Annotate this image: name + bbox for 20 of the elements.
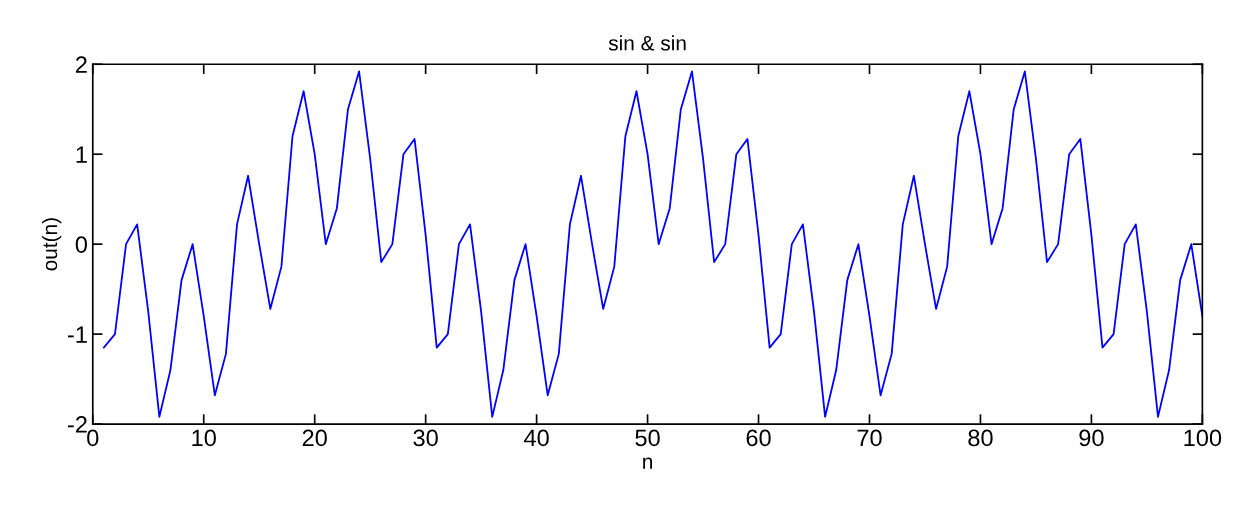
y-axis-title: out(n) [41,218,62,271]
y-tick-label: 1 [76,146,87,163]
x-tick-label: 70 [857,429,882,447]
x-tick-label: 0 [87,429,99,447]
y-tick-label: 0 [75,236,87,253]
x-tick-label: 10 [192,429,216,447]
y-tick-label: -2 [67,416,87,433]
line-series [102,70,1203,418]
x-axis-title: n [643,457,653,469]
x-tick-label: 90 [1079,429,1104,447]
x-tick-label: 60 [746,429,771,447]
x-tick-label: 40 [524,429,549,447]
x-tick-label: 100 [1184,429,1222,447]
x-tick-label: 20 [302,429,327,447]
x-tick-label: 50 [635,429,660,447]
chart-title: sin & sin [608,35,686,51]
y-tick-label: 2 [75,56,87,73]
x-tick-label: 80 [968,429,993,447]
y-tick-label: -1 [67,326,87,343]
x-tick-label: 30 [413,429,438,447]
